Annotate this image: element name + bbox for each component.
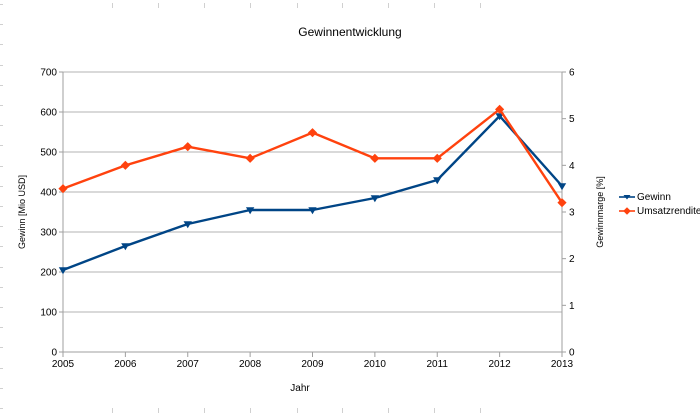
cell-border-stub (0, 166, 3, 167)
cell-border-stub (158, 3, 159, 8)
cell-border-stub (0, 44, 3, 45)
triangle-down-marker (58, 267, 68, 275)
right-axis-tick-label: 0 (569, 348, 575, 359)
legend-diamond-icon (619, 207, 635, 215)
x-axis-tick-label: 2012 (489, 359, 512, 370)
triangle-down-marker (557, 183, 567, 191)
x-axis-tick-label: 2009 (301, 359, 324, 370)
cell-border-stub (0, 347, 3, 348)
cell-border-stub (388, 408, 389, 413)
cell-border-stub (0, 246, 3, 247)
cell-border-stub (250, 3, 251, 8)
legend-item-gewinn: Gewinn (619, 190, 700, 204)
cell-border-stub (297, 408, 298, 413)
cell-border-stub (0, 125, 3, 126)
left-axis-tick-label: 200 (40, 268, 57, 279)
triangle-down-marker (495, 113, 504, 121)
x-axis-tick-label: 2005 (52, 359, 75, 370)
cell-border-stub (0, 388, 3, 389)
triangle-down-marker (245, 207, 255, 215)
cell-border-stub (0, 85, 3, 86)
cell-border-stub (112, 408, 113, 413)
cell-border-stub (388, 3, 389, 8)
cell-border-stub (0, 105, 3, 106)
cell-border-stub (434, 408, 435, 413)
cell-border-stub (0, 307, 3, 308)
diamond-marker (183, 142, 193, 152)
right-axis-tick-label: 1 (569, 301, 575, 312)
cell-border-stub (204, 3, 205, 8)
x-axis-tick-label: 2010 (364, 359, 387, 370)
cell-border-stub (342, 408, 343, 413)
cell-border-stub (0, 408, 3, 409)
cell-border-stub (112, 3, 113, 8)
cell-border-stub (0, 24, 3, 25)
diamond-marker (370, 153, 380, 163)
right-axis-tick-label: 5 (569, 114, 575, 125)
right-axis-tick-label: 4 (569, 161, 575, 172)
triangle-down-marker (308, 207, 317, 215)
series-line-umsatzrendite (62, 108, 563, 204)
cell-border-stub (0, 287, 3, 288)
left-axis-tick-label: 0 (51, 348, 57, 359)
diamond-marker (58, 184, 68, 194)
cell-border-stub (0, 4, 3, 5)
cell-border-stub (480, 408, 481, 413)
left-axis-tick-label: 700 (40, 68, 57, 79)
chart-title: Gewinnentwicklung (298, 25, 402, 39)
cell-border-stub (0, 327, 3, 328)
left-axis-tick-label: 300 (40, 228, 57, 239)
triangle-down-marker (433, 177, 442, 185)
cell-border-stub (342, 3, 343, 8)
triangle-down-marker (183, 221, 192, 229)
cell-border-stub (158, 408, 159, 413)
cell-border-stub (0, 226, 3, 227)
series-line-gewinn (62, 114, 563, 272)
right-axis-tick-label: 2 (569, 254, 575, 265)
diamond-marker (557, 198, 567, 208)
cell-border-stub (480, 3, 481, 8)
diamond-marker (245, 153, 255, 163)
right-axis-tick-label: 6 (569, 68, 575, 79)
cell-border-stub (0, 186, 3, 187)
diamond-marker (432, 153, 442, 163)
legend-item-umsatzrendite: Umsatzrendite (619, 204, 700, 218)
legend-label: Umsatzrendite (637, 205, 700, 217)
diamond-marker (307, 128, 318, 138)
left-axis-title: Gewinn [Mio USD] (17, 174, 27, 250)
left-axis-tick-label: 500 (40, 148, 57, 159)
right-axis-tick-label: 3 (569, 208, 575, 219)
cell-border-stub (250, 408, 251, 413)
x-axis-tick-label: 2008 (239, 359, 262, 370)
cell-border-stub (204, 408, 205, 413)
diamond-marker (120, 160, 130, 170)
cell-border-stub (0, 206, 3, 207)
left-axis-tick-label: 600 (40, 108, 57, 119)
cell-border-stub (0, 267, 3, 268)
cell-border-stub (0, 368, 3, 369)
x-axis-tick-label: 2006 (114, 359, 137, 370)
legend-triangle-down-icon (619, 195, 635, 200)
legend: Gewinn Umsatzrendite (619, 190, 700, 218)
legend-label: Gewinn (637, 191, 671, 203)
cell-border-stub (0, 65, 3, 66)
x-axis-tick-label: 2007 (177, 359, 200, 370)
x-axis-tick-label: 2013 (551, 359, 574, 370)
triangle-down-marker (370, 195, 380, 203)
cell-border-stub (297, 3, 298, 8)
cell-border-stub (0, 145, 3, 146)
x-axis-title: Jahr (290, 383, 310, 394)
right-axis-title: Gewinnmarge [%] (595, 176, 605, 248)
triangle-down-marker (121, 243, 130, 251)
diamond-marker (495, 104, 505, 114)
cell-border-stub (434, 3, 435, 8)
left-axis-tick-label: 400 (40, 188, 57, 199)
left-axis-tick-label: 100 (40, 308, 57, 319)
x-axis-tick-label: 2011 (426, 359, 448, 370)
